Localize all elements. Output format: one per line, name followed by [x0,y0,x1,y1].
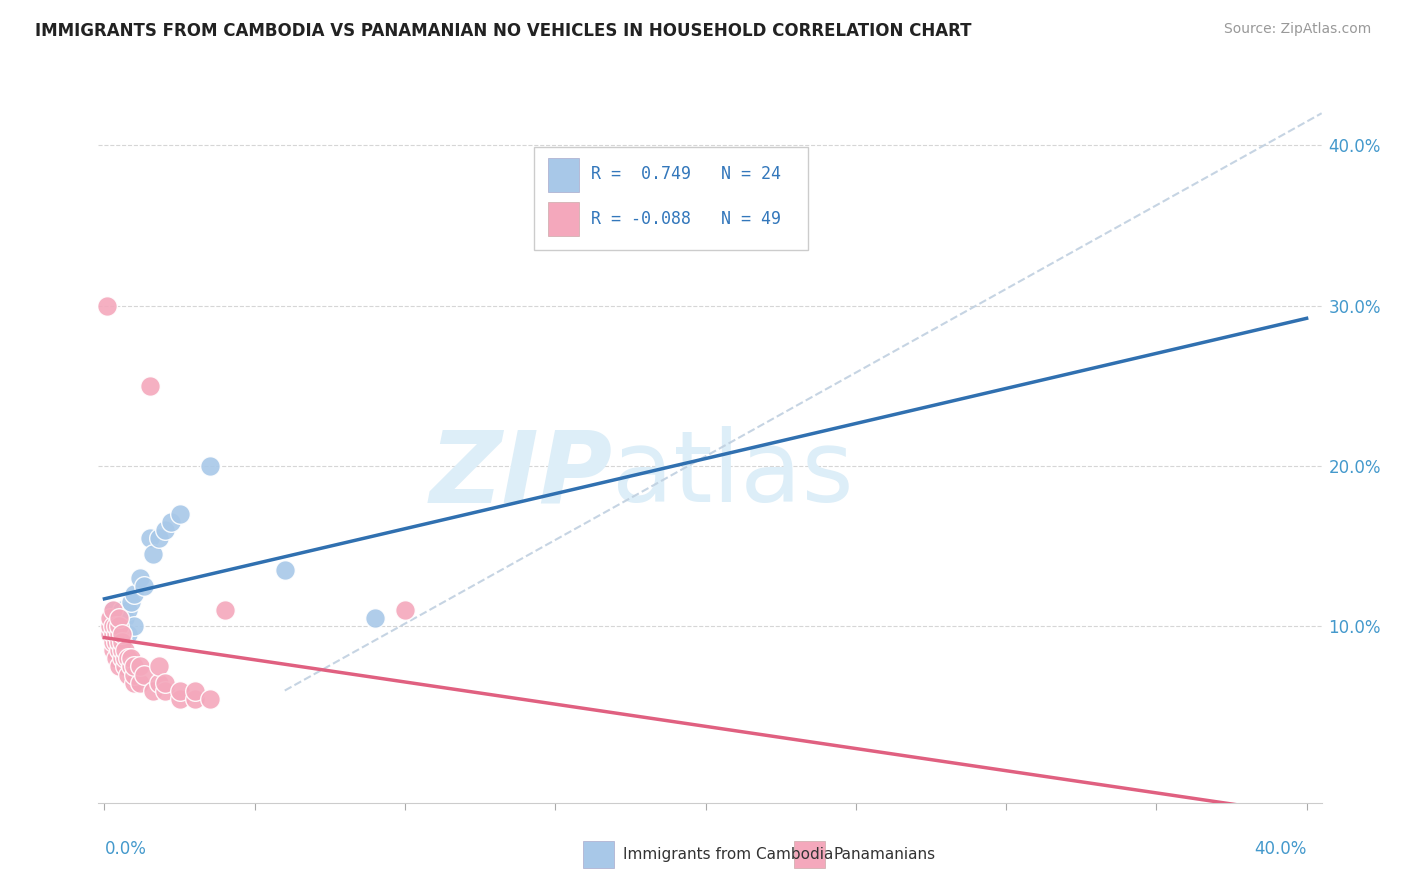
Point [129,659,152,673]
Point [111,627,134,641]
Point [111,619,134,633]
Point [132,579,155,593]
Point [148,659,170,673]
Point [103,627,125,641]
Point [105,619,128,633]
Point [124,667,146,681]
Point [183,683,205,698]
Point [103,603,125,617]
Point [108,619,131,633]
Text: 40.0%: 40.0% [1254,839,1306,858]
Point [394,603,416,617]
Text: ZIP: ZIP [429,426,612,523]
Point [105,635,128,649]
Point [153,675,176,690]
Point [114,611,136,625]
Point [96,299,118,313]
Point [198,691,221,706]
Point [169,691,191,706]
Text: atlas: atlas [612,426,853,523]
Text: R =  0.749   N = 24: R = 0.749 N = 24 [591,165,780,183]
Point [108,627,131,641]
Point [153,523,176,537]
Point [108,643,131,657]
Point [364,611,387,625]
Point [108,635,131,649]
Point [169,507,191,521]
Point [100,627,122,641]
Point [214,603,236,617]
Point [114,651,136,665]
Point [117,667,139,681]
Point [100,619,122,633]
Point [138,379,160,393]
Text: R = -0.088   N = 49: R = -0.088 N = 49 [591,210,780,227]
Point [111,603,134,617]
Point [124,659,146,673]
Point [129,571,152,585]
Point [198,458,221,473]
Text: IMMIGRANTS FROM CAMBODIA VS PANAMANIAN NO VEHICLES IN HOUSEHOLD CORRELATION CHAR: IMMIGRANTS FROM CAMBODIA VS PANAMANIAN N… [35,22,972,40]
Point [121,595,143,609]
Point [114,643,136,657]
Point [103,603,125,617]
Point [111,643,134,657]
Point [153,683,176,698]
Point [103,635,125,649]
Text: Source: ZipAtlas.com: Source: ZipAtlas.com [1223,22,1371,37]
Point [105,619,128,633]
Point [159,515,181,529]
Point [148,531,170,545]
Point [121,651,143,665]
Point [121,659,143,673]
Point [124,619,146,633]
Point [103,619,125,633]
Point [141,683,163,698]
Point [100,627,122,641]
Point [117,627,139,641]
Point [111,651,134,665]
Point [183,691,205,706]
Point [169,683,191,698]
Text: 0.0%: 0.0% [104,839,146,858]
Point [105,651,128,665]
Point [100,611,122,625]
Point [148,675,170,690]
Point [141,547,163,561]
Point [138,531,160,545]
Point [129,675,152,690]
Point [274,563,297,577]
Point [124,675,146,690]
Point [103,611,125,625]
Point [111,635,134,649]
Text: Immigrants from Cambodia: Immigrants from Cambodia [623,847,834,862]
Point [108,627,131,641]
Point [108,611,131,625]
Point [105,627,128,641]
Point [124,587,146,601]
Point [103,643,125,657]
Point [114,659,136,673]
Point [117,603,139,617]
Point [108,611,131,625]
Point [117,651,139,665]
Point [132,667,155,681]
Point [108,659,131,673]
Text: Panamanians: Panamanians [834,847,936,862]
